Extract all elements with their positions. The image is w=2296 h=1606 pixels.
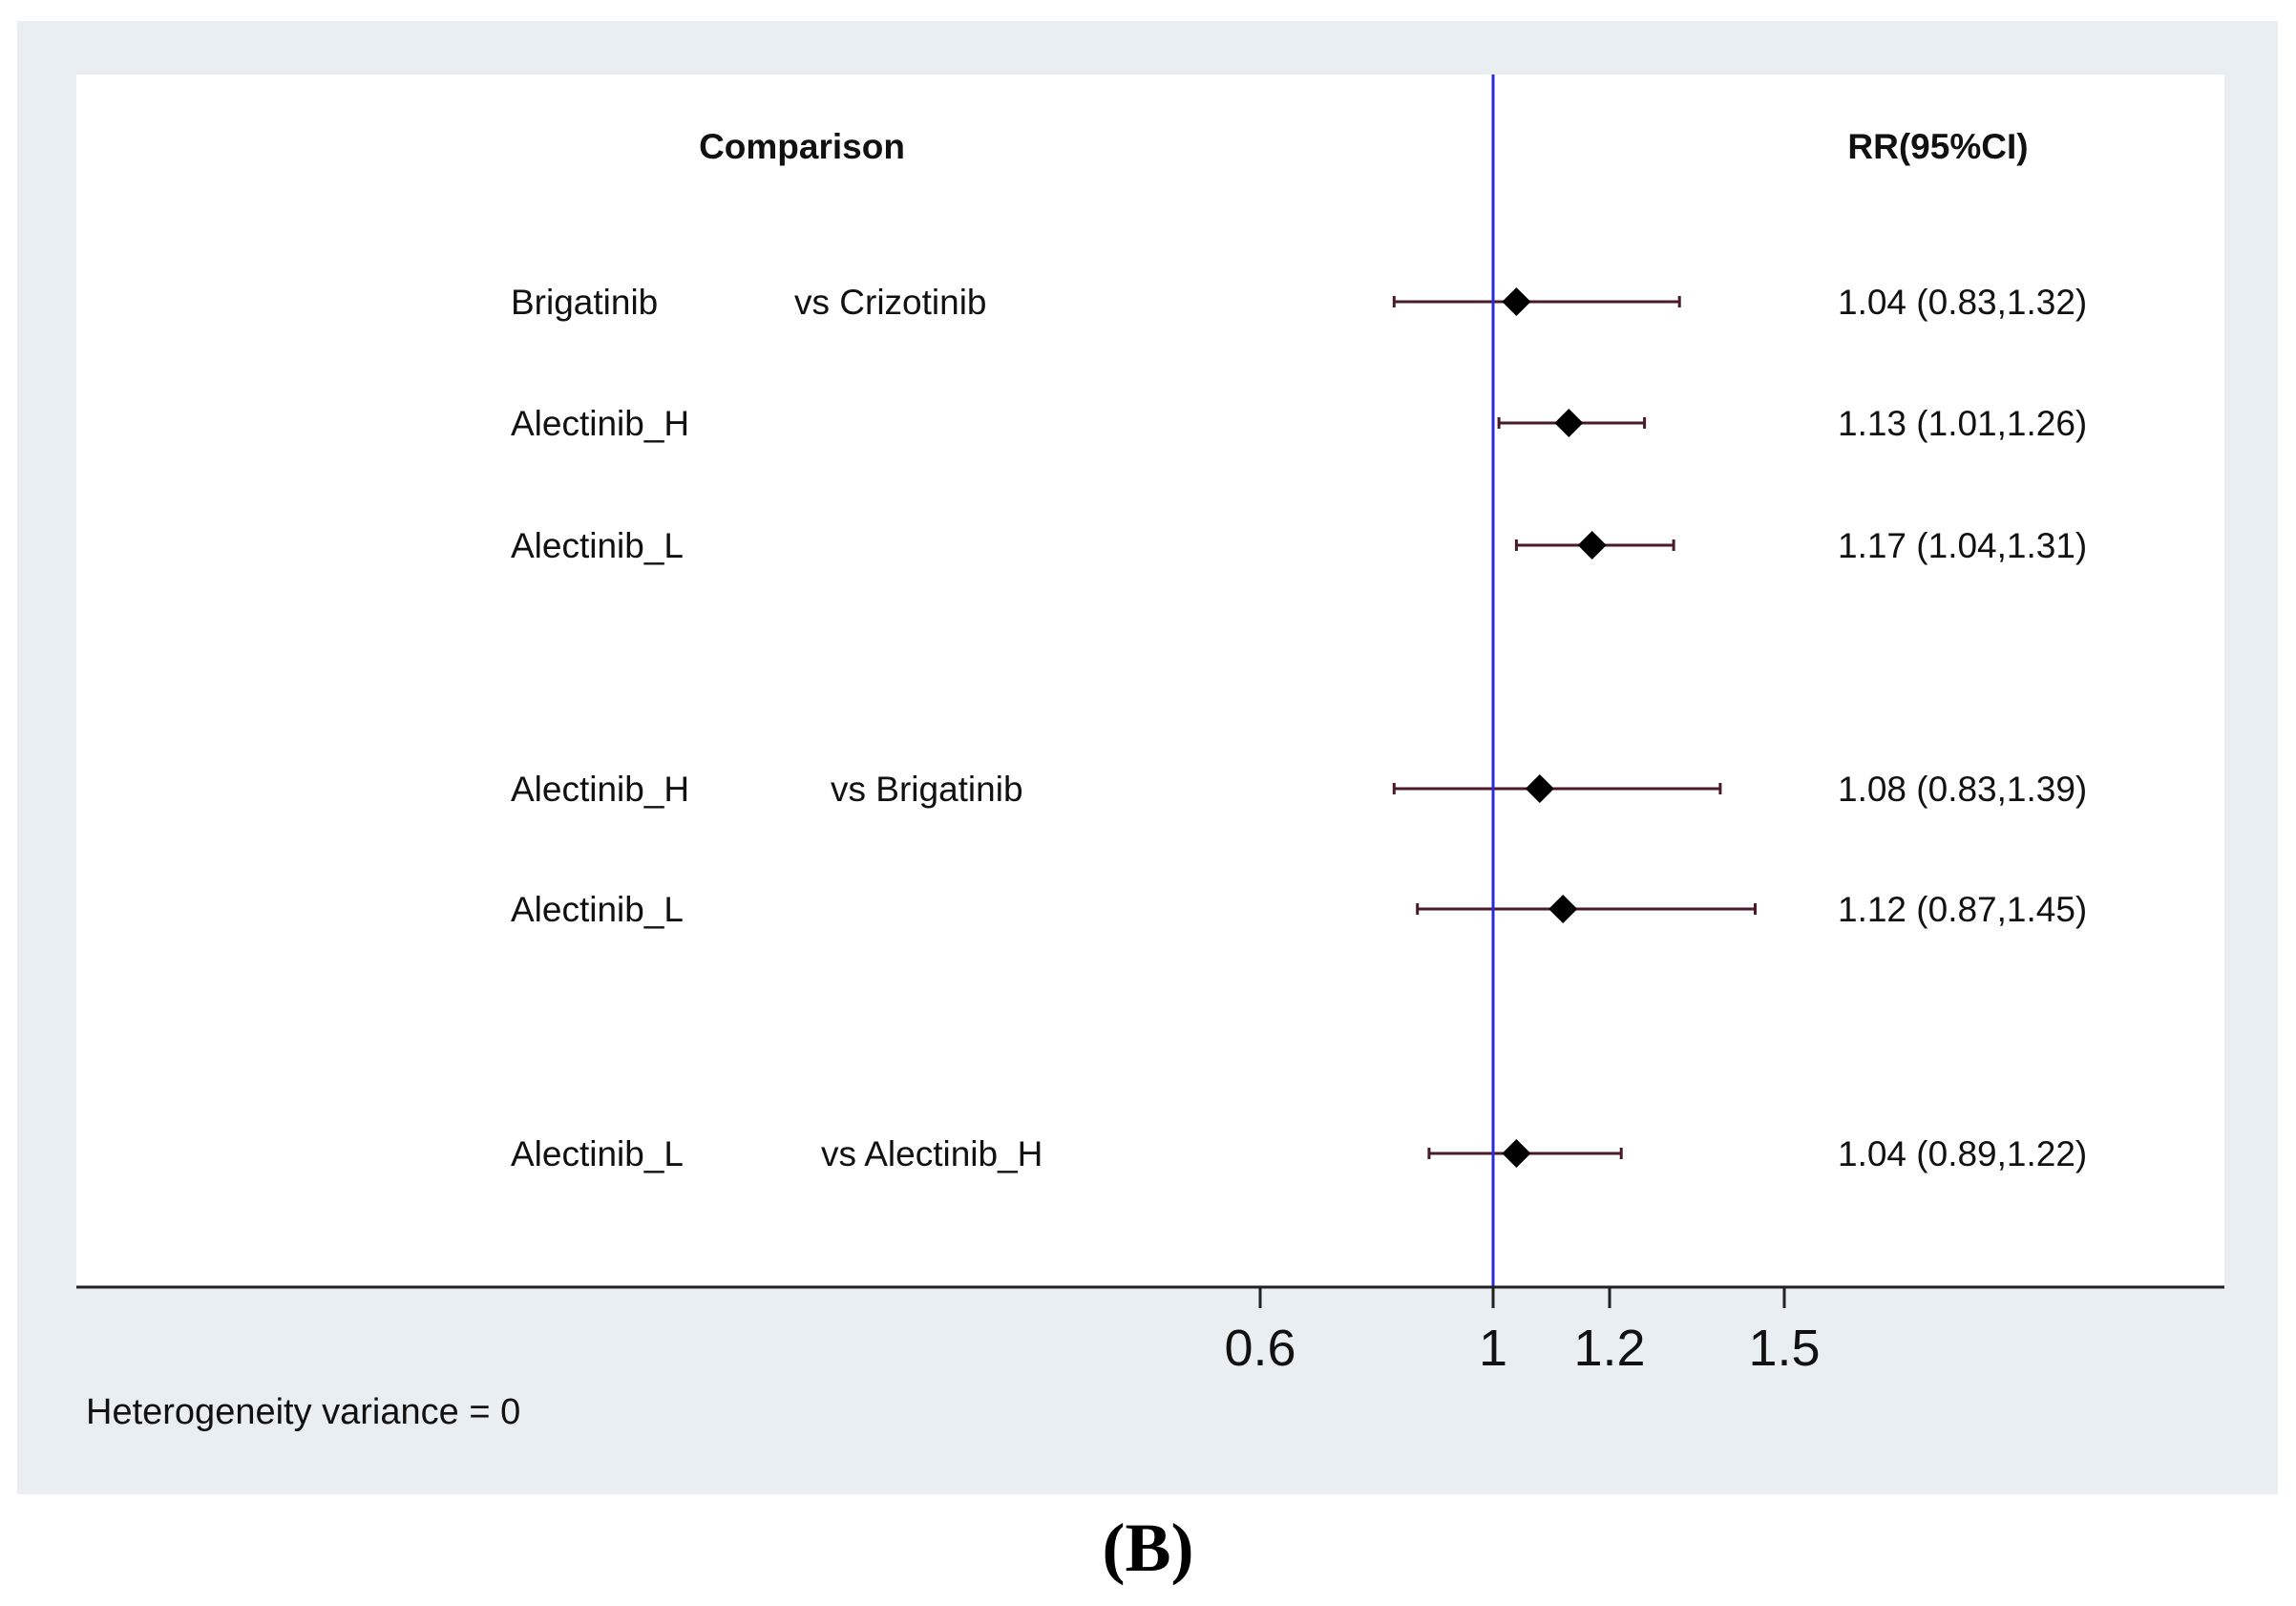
- forest-row: Alectinib_H vs Brigatinib 1.08 (0.83,1.39): [511, 770, 2087, 809]
- x-tick-label: 1: [1479, 1320, 1507, 1377]
- x-tick-label: 0.6: [1224, 1320, 1295, 1377]
- forest-row: Alectinib_H 1.13 (1.01,1.26): [511, 404, 2087, 443]
- forest-row: Alectinib_L vs Alectinib_H 1.04 (0.89,1.22…: [511, 1134, 2087, 1173]
- row-treatment-label: Alectinib_H: [511, 770, 689, 809]
- row-estimate-text: 1.17 (1.04,1.31): [1838, 526, 2087, 565]
- row-treatment-label: Alectinib_H: [511, 404, 689, 443]
- point-estimate-marker: [1548, 895, 1578, 923]
- row-estimate-text: 1.04 (0.83,1.32): [1838, 283, 2087, 322]
- figure-caption: (B): [1102, 1510, 1194, 1586]
- point-estimate-marker: [1554, 409, 1584, 437]
- row-treatment-label: Alectinib_L: [511, 526, 684, 565]
- row-estimate-text: 1.13 (1.01,1.26): [1838, 404, 2087, 443]
- row-comparator-label: vs Brigatinib: [831, 770, 1023, 809]
- estimate-header: RR(95%CI): [1847, 127, 2028, 166]
- forest-row: Alectinib_L 1.12 (0.87,1.45): [511, 890, 2087, 929]
- point-estimate-marker: [1502, 287, 1531, 316]
- row-comparator-label: vs Alectinib_H: [821, 1134, 1043, 1173]
- row-treatment-label: Alectinib_L: [511, 890, 684, 929]
- row-treatment-label: Brigatinib: [511, 283, 658, 322]
- x-tick-label: 1.5: [1748, 1320, 1820, 1377]
- row-estimate-text: 1.12 (0.87,1.45): [1838, 890, 2087, 929]
- plot-area: [76, 74, 2224, 1287]
- row-comparator-label: vs Crizotinib: [794, 283, 987, 322]
- row-estimate-text: 1.08 (0.83,1.39): [1838, 770, 2087, 809]
- point-estimate-marker: [1577, 531, 1607, 560]
- heterogeneity-note: Heterogeneity variance = 0: [86, 1392, 520, 1432]
- x-tick-label: 1.2: [1573, 1320, 1645, 1377]
- row-treatment-label: Alectinib_L: [511, 1134, 684, 1173]
- comparison-header: Comparison: [699, 127, 905, 166]
- point-estimate-marker: [1502, 1139, 1531, 1168]
- forest-row: Brigatinib vs Crizotinib 1.04 (0.83,1.32): [511, 283, 2087, 322]
- forest-row: Alectinib_L 1.17 (1.04,1.31): [511, 526, 2087, 565]
- point-estimate-marker: [1525, 774, 1554, 803]
- row-estimate-text: 1.04 (0.89,1.22): [1838, 1134, 2087, 1173]
